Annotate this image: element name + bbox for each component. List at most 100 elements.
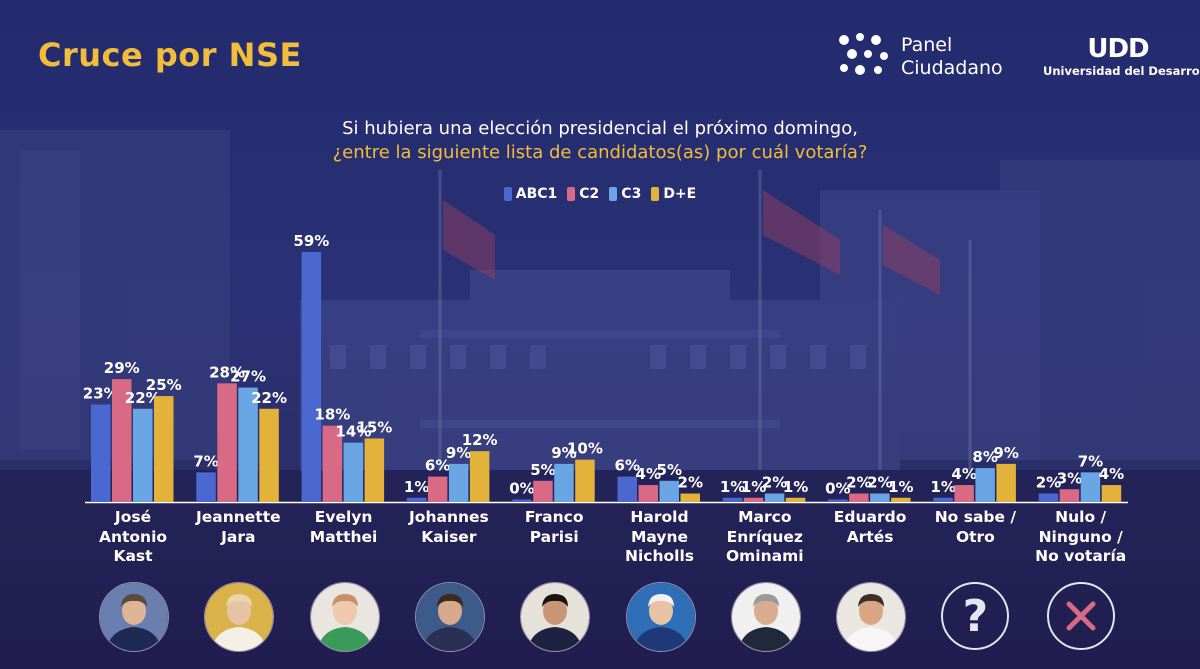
question-line-2: ¿entre la siguiente lista de candidatos(… bbox=[332, 142, 868, 163]
bar bbox=[1080, 472, 1101, 502]
bar bbox=[849, 493, 869, 502]
bar bbox=[259, 408, 279, 502]
bar bbox=[659, 480, 679, 502]
category-label-line: No sabe / bbox=[934, 508, 1017, 526]
data-label: 59% bbox=[293, 232, 329, 250]
candidate-portrait bbox=[520, 582, 591, 652]
category-label: No sabe / Otro bbox=[925, 508, 1025, 547]
category-label-line: Evelyn bbox=[314, 508, 373, 526]
bar bbox=[828, 499, 848, 502]
category-label: Eduardo Artés bbox=[820, 508, 920, 547]
category-label-line: Johannes bbox=[409, 508, 489, 526]
candidate-portrait bbox=[625, 582, 696, 652]
category-label-line: Marco bbox=[738, 508, 792, 526]
data-label: 4% bbox=[951, 465, 976, 483]
bar bbox=[154, 396, 174, 502]
bar bbox=[448, 463, 469, 502]
candidate-portrait bbox=[730, 582, 801, 652]
data-label: 2% bbox=[867, 474, 892, 492]
bar bbox=[512, 499, 532, 502]
bar bbox=[975, 468, 995, 502]
legend-item: ABC1 bbox=[503, 186, 558, 202]
logo-ciudadano-text: Ciudadano bbox=[901, 57, 1003, 79]
data-label: 0% bbox=[825, 480, 850, 498]
candidate-portrait bbox=[414, 582, 485, 652]
bar bbox=[301, 252, 322, 502]
legend-item: C2 bbox=[567, 186, 599, 202]
category-label-line: Ninguno / bbox=[1038, 527, 1123, 546]
data-label: 2% bbox=[762, 474, 787, 492]
data-label: 7% bbox=[193, 452, 218, 470]
legend-label: C2 bbox=[579, 186, 600, 202]
bar bbox=[933, 497, 953, 502]
category-label-line: Parisi bbox=[529, 527, 579, 546]
data-label: 0% bbox=[509, 480, 534, 498]
bar bbox=[217, 383, 237, 502]
bar bbox=[196, 472, 216, 502]
data-label: 8% bbox=[972, 448, 997, 466]
data-label: 5% bbox=[530, 461, 555, 479]
bar bbox=[954, 485, 974, 502]
category-label-line: José bbox=[114, 508, 152, 526]
data-label: 5% bbox=[657, 461, 682, 479]
bar bbox=[1101, 485, 1122, 502]
candidate-portrait bbox=[204, 582, 275, 652]
category-label-line: Otro bbox=[955, 527, 995, 546]
page-title: Cruce por NSE bbox=[38, 36, 302, 74]
bar bbox=[870, 493, 890, 502]
legend-item: D+E bbox=[651, 186, 696, 202]
category-label-line: No votaría bbox=[1035, 547, 1127, 565]
candidate-portrait bbox=[99, 582, 169, 652]
data-label: 12% bbox=[462, 431, 498, 449]
category-label: Johannes Kaiser bbox=[399, 508, 499, 547]
logo-panel-text: Panel bbox=[901, 34, 953, 56]
data-label: 1% bbox=[404, 478, 429, 496]
bar bbox=[617, 476, 637, 502]
legend-label: ABC1 bbox=[515, 186, 558, 202]
bar bbox=[427, 476, 448, 502]
udd-name: Universidad del Desarrollo bbox=[1043, 64, 1200, 78]
data-label: 23% bbox=[83, 385, 119, 403]
category-label: Jeannette Jara bbox=[188, 508, 288, 547]
category-label-line: Eduardo bbox=[833, 508, 907, 526]
data-label: 9% bbox=[551, 444, 576, 462]
data-label: 1% bbox=[888, 478, 913, 496]
data-label: 25% bbox=[146, 376, 182, 394]
legend-label: D+E bbox=[663, 186, 697, 202]
category-label: José Antonio Kast bbox=[83, 508, 183, 567]
chart-legend: ABC1 C2 C3 D+E bbox=[0, 186, 1200, 202]
bar bbox=[533, 480, 553, 502]
bar bbox=[469, 451, 490, 502]
data-label: 1% bbox=[783, 478, 808, 496]
category-label-line: Jara bbox=[221, 527, 256, 546]
data-label: 2% bbox=[678, 474, 703, 492]
bar bbox=[1038, 493, 1059, 502]
bar bbox=[343, 442, 364, 502]
data-label: 6% bbox=[615, 457, 640, 475]
category-label-line: Kaiser bbox=[421, 527, 477, 546]
category-label-line: Antonio bbox=[98, 527, 168, 546]
udd-mark: UDD bbox=[1087, 34, 1149, 64]
data-label: 1% bbox=[930, 478, 955, 496]
data-label: 18% bbox=[314, 406, 350, 424]
data-label: 10% bbox=[567, 440, 603, 458]
data-label: 2% bbox=[1036, 474, 1061, 492]
category-label: Franco Parisi bbox=[504, 508, 604, 547]
category-label-line: Jeannette bbox=[195, 508, 281, 526]
data-label: 27% bbox=[230, 368, 266, 386]
question-mark-icon: ? bbox=[941, 582, 1010, 650]
bar bbox=[238, 387, 258, 502]
bar bbox=[743, 497, 764, 502]
data-label: 4% bbox=[1099, 465, 1124, 483]
data-label: 1% bbox=[741, 478, 766, 496]
category-label-line: Enríquez bbox=[726, 527, 803, 546]
category-label-line: Nicholls bbox=[624, 547, 694, 565]
bar bbox=[764, 493, 785, 502]
category-label: Marco Enríquez Ominami bbox=[715, 508, 815, 567]
category-label: Evelyn Matthei bbox=[294, 508, 394, 547]
bar bbox=[996, 463, 1016, 502]
question-line-1: Si hubiera una elección presidencial el … bbox=[342, 118, 858, 139]
bar bbox=[322, 425, 343, 502]
category-label-line: Matthei bbox=[309, 527, 378, 546]
